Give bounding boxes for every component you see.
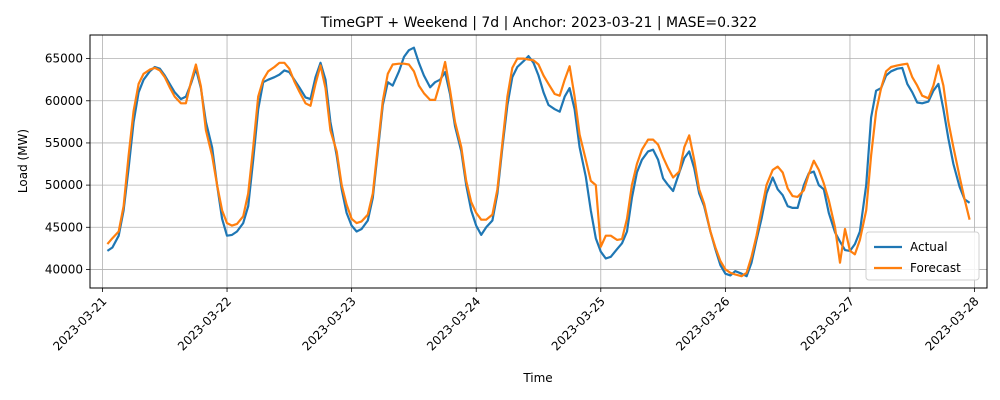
x-tick-label: 2023-03-21	[50, 294, 109, 353]
series-line-forecast	[106, 57, 971, 278]
y-tick-label: 50000	[45, 178, 83, 192]
series-layer	[106, 46, 971, 278]
legend-label: Actual	[910, 240, 948, 254]
x-tick-label: 2023-03-22	[175, 294, 234, 353]
chart-title: TimeGPT + Weekend | 7d | Anchor: 2023-03…	[320, 15, 757, 31]
x-axis-ticks: 2023-03-21 2023-03-22 2023-03-23 2023-03-24…	[50, 288, 982, 353]
y-axis-label: Load (MW)	[16, 129, 30, 193]
legend: Actual Forecast	[865, 231, 980, 281]
grid	[90, 35, 987, 288]
series-line-actual	[106, 46, 971, 278]
x-tick-label: 2023-03-28	[922, 294, 981, 353]
x-axis-label: Time	[522, 371, 552, 385]
x-tick-label: 2023-03-23	[300, 294, 359, 353]
y-axis-ticks: 40000 45000 50000 55000 60000 65000	[45, 52, 90, 276]
plot-frame	[89, 34, 988, 289]
x-tick-label: 2023-03-27	[798, 294, 857, 353]
y-tick-label: 65000	[45, 52, 83, 66]
y-tick-label: 45000	[45, 220, 83, 234]
y-tick-label: 60000	[45, 94, 83, 108]
x-tick-label: 2023-03-26	[673, 294, 732, 353]
y-tick-label: 40000	[45, 262, 83, 276]
y-tick-label: 55000	[45, 136, 83, 150]
legend-label: Forecast	[910, 261, 961, 275]
x-tick-label: 2023-03-24	[424, 294, 483, 353]
x-tick-label: 2023-03-25	[549, 294, 608, 353]
